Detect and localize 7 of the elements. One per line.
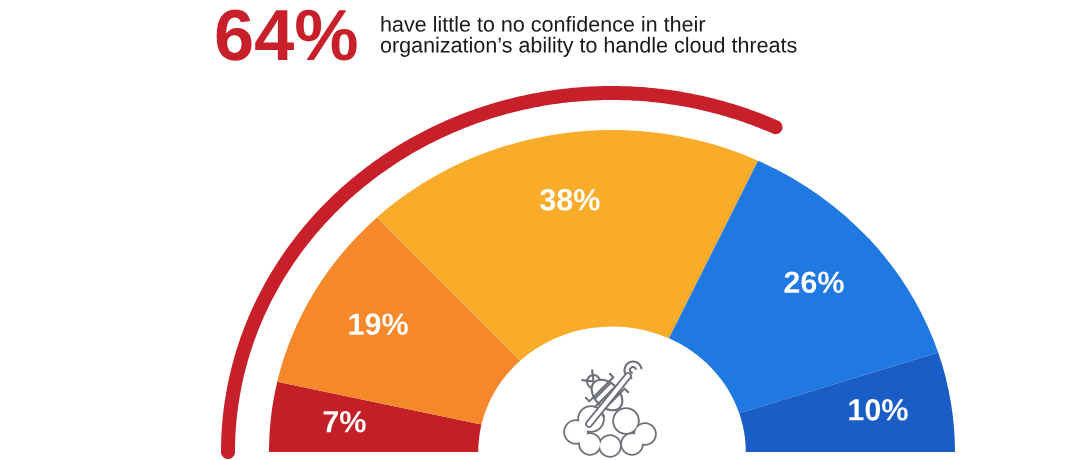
data-label: 10%	[849, 399, 908, 421]
data-label: 19%	[349, 313, 408, 335]
chart-title: 64%	[216, 9, 357, 61]
data-label: 26%	[784, 271, 844, 294]
data-label: 38%	[540, 188, 600, 211]
data-label: 7%	[323, 410, 366, 433]
chart-subtitle: have little to no confidence in their organization’s ability to handle cloud threats	[380, 16, 797, 57]
